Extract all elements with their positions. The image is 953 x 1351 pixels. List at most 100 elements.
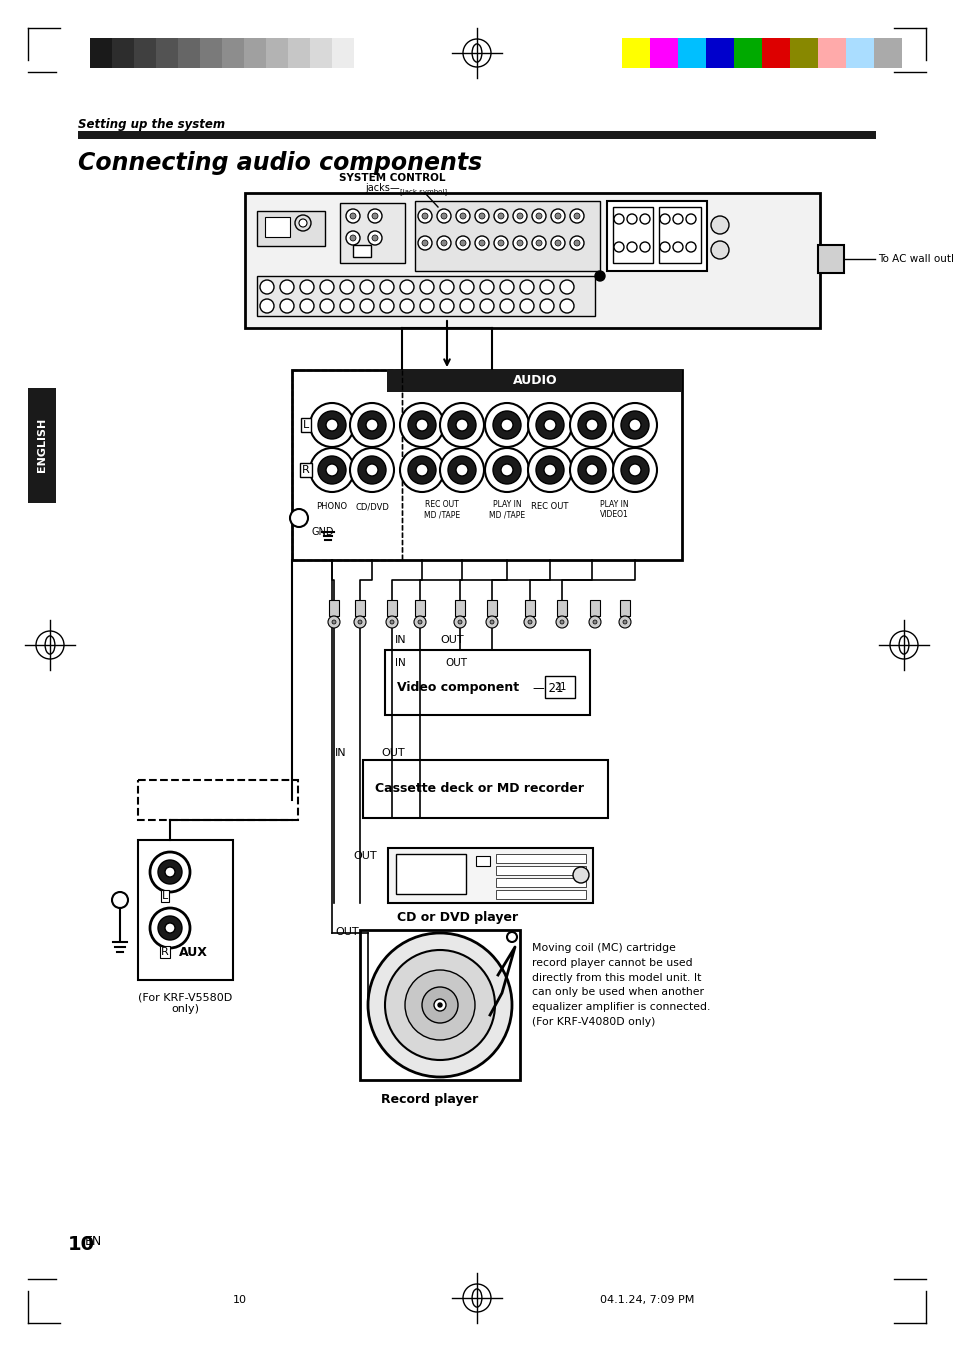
Circle shape: [459, 213, 465, 219]
Circle shape: [417, 236, 432, 250]
Circle shape: [260, 299, 274, 313]
Bar: [138, 840, 233, 979]
Circle shape: [475, 236, 489, 250]
Circle shape: [457, 620, 461, 624]
Circle shape: [685, 213, 696, 224]
Bar: [244, 38, 266, 68]
Circle shape: [500, 463, 513, 476]
Bar: [733, 38, 761, 68]
Circle shape: [499, 299, 514, 313]
Text: Moving coil (MC) cartridge
record player cannot be used
directly from this model: Moving coil (MC) cartridge record player…: [532, 943, 710, 1027]
Circle shape: [494, 209, 507, 223]
Circle shape: [556, 616, 567, 628]
Circle shape: [260, 280, 274, 295]
Circle shape: [578, 411, 605, 439]
Circle shape: [165, 867, 174, 877]
Circle shape: [357, 411, 386, 439]
Text: OUT: OUT: [439, 635, 463, 644]
Circle shape: [519, 299, 534, 313]
Circle shape: [399, 280, 414, 295]
Circle shape: [519, 280, 534, 295]
Circle shape: [569, 209, 583, 223]
Circle shape: [456, 463, 468, 476]
Bar: [245, 193, 820, 328]
Circle shape: [484, 403, 529, 447]
Text: Cassette deck or MD recorder: Cassette deck or MD recorder: [375, 782, 583, 796]
Bar: [873, 38, 901, 68]
Circle shape: [614, 213, 623, 224]
Circle shape: [456, 419, 468, 431]
Circle shape: [350, 235, 355, 240]
Circle shape: [158, 861, 182, 884]
Bar: [395, 854, 465, 894]
Circle shape: [165, 923, 174, 934]
Text: jacks: jacks: [365, 182, 390, 193]
Circle shape: [626, 242, 637, 253]
Circle shape: [354, 616, 366, 628]
Circle shape: [150, 852, 190, 892]
Bar: [178, 38, 200, 68]
Bar: [705, 38, 733, 68]
Circle shape: [527, 403, 572, 447]
Text: (For KRF-V5580D
only): (For KRF-V5580D only): [138, 992, 232, 1013]
Circle shape: [517, 240, 522, 246]
Text: 04.1.24, 7:09 PM: 04.1.24, 7:09 PM: [599, 1296, 694, 1305]
Circle shape: [399, 299, 414, 313]
Circle shape: [158, 916, 182, 940]
Circle shape: [479, 280, 494, 295]
Circle shape: [536, 240, 541, 246]
Bar: [845, 38, 873, 68]
Circle shape: [620, 457, 648, 484]
Circle shape: [493, 411, 520, 439]
Circle shape: [368, 209, 381, 223]
Bar: [789, 38, 817, 68]
Circle shape: [539, 299, 554, 313]
Bar: [112, 38, 133, 68]
Circle shape: [359, 280, 374, 295]
Circle shape: [386, 616, 397, 628]
Circle shape: [448, 411, 476, 439]
Bar: [133, 38, 156, 68]
Text: CD or DVD player: CD or DVD player: [397, 911, 518, 924]
Bar: [621, 38, 649, 68]
Bar: [363, 761, 607, 817]
Circle shape: [628, 463, 640, 476]
Circle shape: [551, 209, 564, 223]
Text: PHONO: PHONO: [316, 503, 347, 511]
Circle shape: [555, 213, 560, 219]
Circle shape: [439, 280, 454, 295]
Circle shape: [372, 213, 377, 219]
Circle shape: [500, 419, 513, 431]
Bar: [613, 207, 652, 263]
Text: OUT: OUT: [444, 658, 467, 667]
Circle shape: [574, 213, 579, 219]
Bar: [496, 854, 585, 863]
Bar: [761, 38, 789, 68]
Text: OUT: OUT: [353, 851, 376, 861]
Circle shape: [475, 209, 489, 223]
Circle shape: [332, 620, 335, 624]
Circle shape: [350, 403, 394, 447]
Circle shape: [359, 299, 374, 313]
Circle shape: [585, 419, 598, 431]
Circle shape: [112, 892, 128, 908]
Bar: [200, 38, 222, 68]
Text: Setting up the system: Setting up the system: [78, 118, 225, 131]
Bar: [387, 600, 396, 616]
Circle shape: [499, 280, 514, 295]
Bar: [388, 848, 593, 902]
Text: [jack symbol]: [jack symbol]: [399, 188, 447, 195]
Bar: [486, 600, 497, 616]
Circle shape: [357, 457, 386, 484]
Bar: [649, 38, 678, 68]
Circle shape: [710, 216, 728, 234]
Text: Video component: Video component: [396, 681, 518, 694]
Circle shape: [506, 932, 517, 942]
Circle shape: [559, 280, 574, 295]
Bar: [385, 650, 589, 715]
Circle shape: [484, 449, 529, 492]
Bar: [28, 388, 56, 503]
Circle shape: [368, 231, 381, 245]
Circle shape: [346, 231, 359, 245]
Circle shape: [618, 616, 630, 628]
